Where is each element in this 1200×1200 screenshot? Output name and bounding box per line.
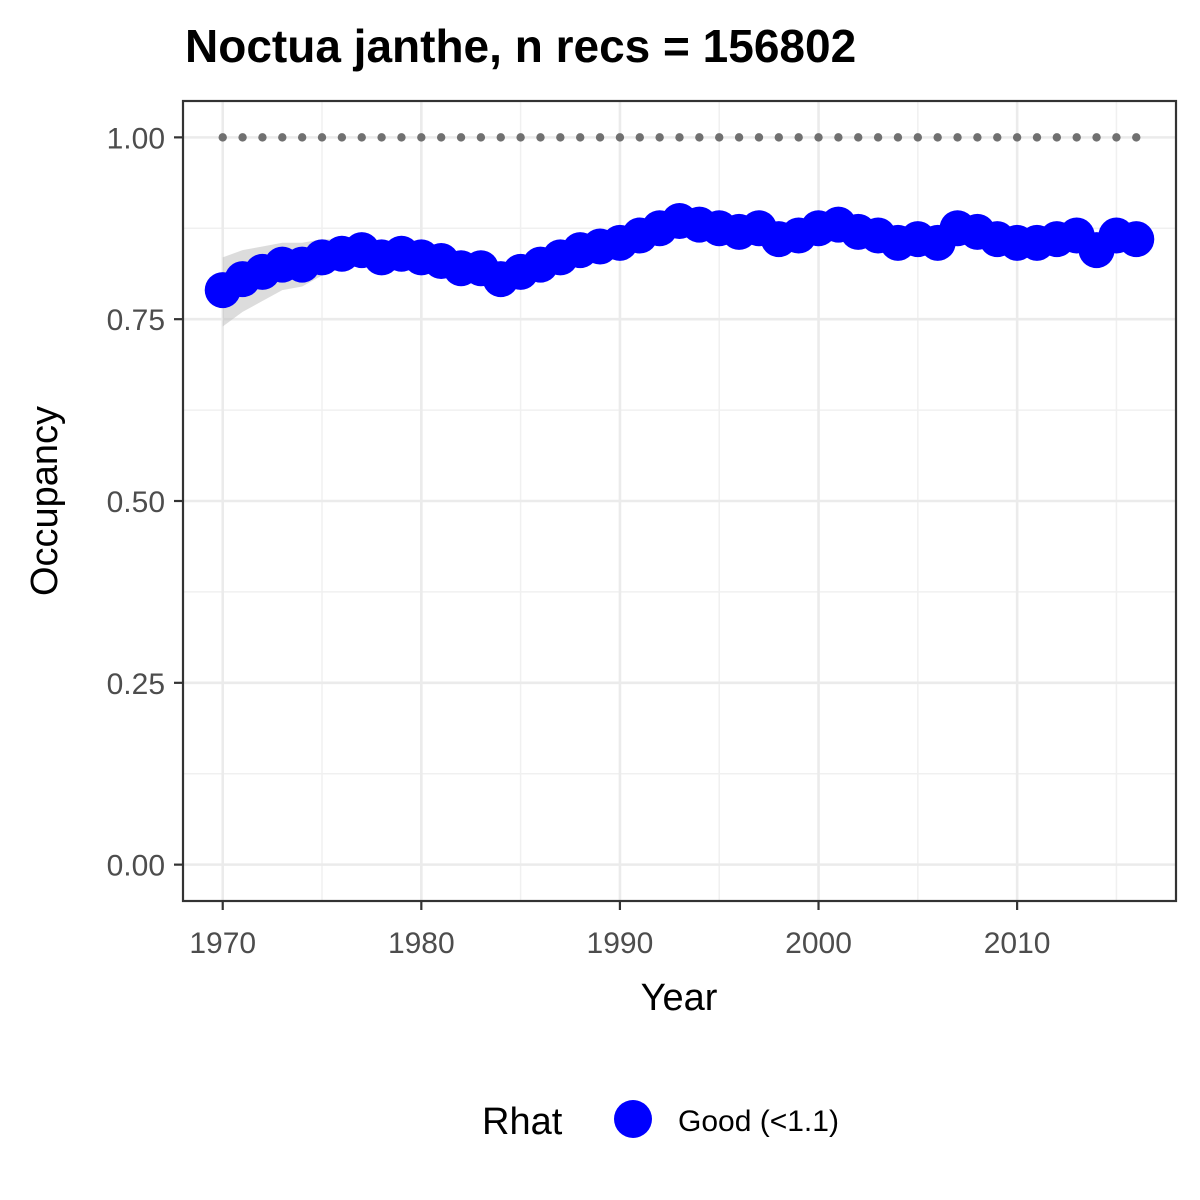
axes: 1970 1980 1990 2000 2010 0.00 0.25 0.50 0.75 1.00 [107, 122, 1051, 960]
reference-point [774, 133, 783, 142]
y-tick-label: 1.00 [107, 122, 165, 155]
legend: Rhat Good (<1.1) [482, 1100, 839, 1143]
reference-point [754, 133, 764, 142]
reference-point [1112, 133, 1121, 142]
reference-point [496, 133, 505, 142]
reference-point [576, 133, 585, 142]
reference-point [734, 133, 744, 142]
reference-point [1072, 133, 1081, 142]
reference-point [536, 133, 545, 142]
reference-point [675, 133, 684, 142]
occupancy-point [1118, 221, 1155, 258]
x-axis-title: Year [641, 977, 718, 1019]
reference-point [1032, 133, 1042, 142]
reference-point [854, 133, 863, 142]
reference-point [1092, 133, 1101, 142]
reference-point [337, 133, 347, 142]
reference-point [377, 133, 386, 142]
legend-key-good [614, 1100, 652, 1138]
legend-title: Rhat [482, 1101, 563, 1143]
y-tick-label: 0.50 [107, 486, 165, 519]
x-tick-label: 1980 [388, 927, 455, 960]
reference-point [397, 133, 406, 142]
y-tick-label: 0.25 [107, 668, 165, 701]
reference-point [516, 133, 525, 142]
reference-point [715, 133, 724, 142]
reference-point [436, 133, 446, 142]
x-tick-label: 1970 [189, 927, 256, 960]
reference-point [357, 133, 366, 142]
reference-point [218, 133, 227, 142]
reference-point [417, 133, 426, 142]
reference-point [278, 133, 287, 142]
y-tick-label: 0.00 [107, 850, 165, 883]
reference-point [893, 133, 903, 142]
y-axis-title: Occupancy [24, 406, 66, 596]
reference-point [794, 133, 803, 142]
reference-point [1132, 133, 1141, 142]
reference-point [695, 133, 704, 142]
reference-point [973, 133, 982, 142]
reference-point [1012, 133, 1022, 142]
reference-point [556, 133, 565, 142]
x-tick-label: 2010 [984, 927, 1051, 960]
reference-point [933, 133, 942, 142]
reference-point [297, 133, 307, 142]
reference-point [317, 133, 327, 142]
reference-point [993, 133, 1002, 142]
y-tick-label: 0.75 [107, 304, 165, 337]
reference-point [814, 133, 823, 142]
reference-point [873, 133, 883, 142]
reference-point [1052, 133, 1062, 142]
reference-point [258, 133, 267, 142]
reference-point [635, 133, 644, 142]
reference-point [476, 133, 486, 142]
reference-point [834, 133, 843, 142]
reference-points [218, 133, 1141, 142]
reference-point [913, 133, 923, 142]
reference-point [456, 133, 466, 142]
occupancy-points [204, 203, 1155, 309]
chart-title: Noctua janthe, n recs = 156802 [185, 20, 856, 72]
reference-point [595, 133, 605, 142]
reference-point [655, 133, 664, 142]
reference-point [238, 133, 247, 142]
x-tick-label: 2000 [785, 927, 852, 960]
legend-label-good: Good (<1.1) [678, 1105, 839, 1138]
reference-point [953, 133, 962, 142]
reference-point [615, 133, 625, 142]
x-tick-label: 1990 [587, 927, 654, 960]
